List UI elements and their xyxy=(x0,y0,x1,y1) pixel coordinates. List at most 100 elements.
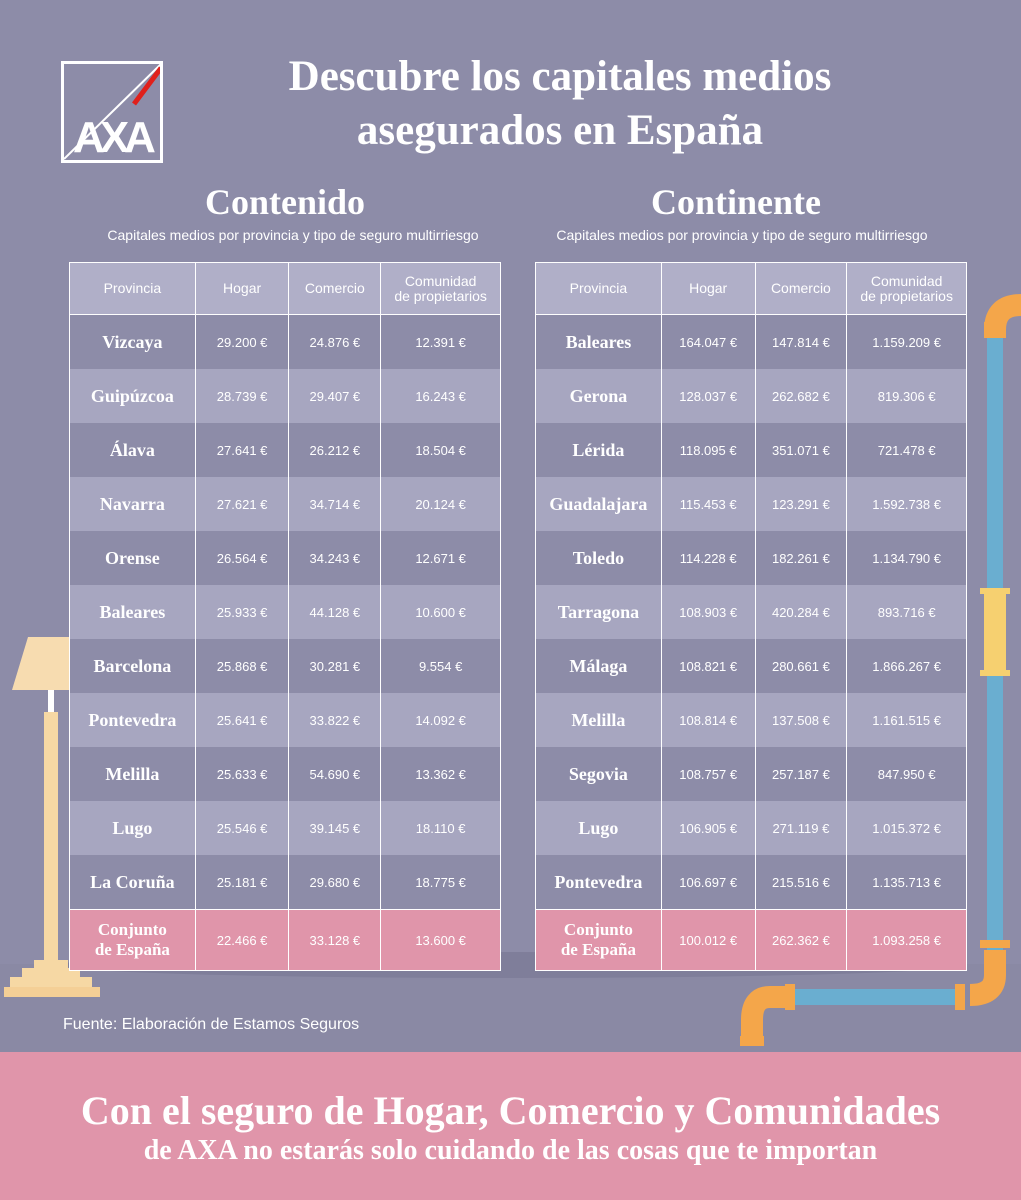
page-title-line1: Descubre los capitales medios xyxy=(288,53,832,100)
logo-slash-icon xyxy=(64,64,160,160)
cell-comercio: 215.516 € xyxy=(754,855,848,910)
cell-hogar: 108.821 € xyxy=(660,639,756,693)
cell-comunidad: 1.135.713 € xyxy=(846,855,967,910)
cell-province: Baleares xyxy=(535,314,662,369)
cell-province: Málaga xyxy=(535,639,662,693)
cell-province: Lugo xyxy=(535,801,662,855)
cell-province: Barcelona xyxy=(69,639,196,693)
header-row: Provincia Hogar Comercio Comunidad de pro… xyxy=(535,262,967,315)
column-header-comunidad: Comunidad de propietarios xyxy=(380,262,501,315)
total-label-line2: de España xyxy=(560,940,636,959)
page-title: Descubre los capitales medios asegurados… xyxy=(200,50,920,158)
footer-banner: Con el seguro de Hogar, Comercio y Comun… xyxy=(0,1052,1021,1200)
cell-hogar: 22.466 € xyxy=(194,909,290,971)
table-row: Orense 26.564 €34.243 €12.671 € xyxy=(69,531,501,585)
cell-province: Conjunto de España xyxy=(535,909,662,971)
cell-province: Álava xyxy=(69,423,196,477)
cell-comunidad: 12.391 € xyxy=(380,314,501,369)
table-row: Álava 27.641 €26.212 €18.504 € xyxy=(69,423,501,477)
cell-province: Toledo xyxy=(535,531,662,585)
column-header-hogar: Hogar xyxy=(194,262,290,315)
cell-hogar: 29.200 € xyxy=(194,314,290,369)
continente-table: Provincia Hogar Comercio Comunidad de pro… xyxy=(535,262,967,971)
cell-comercio: 30.281 € xyxy=(288,639,382,693)
table-row: La Coruña 25.181 €29.680 €18.775 € xyxy=(69,855,501,910)
cell-hogar: 26.564 € xyxy=(194,531,290,585)
cell-province: Navarra xyxy=(69,477,196,531)
cell-comercio: 44.128 € xyxy=(288,585,382,639)
table-row: Navarra 27.621 €34.714 €20.124 € xyxy=(69,477,501,531)
cell-comercio: 29.680 € xyxy=(288,855,382,910)
pipe-icon xyxy=(740,294,1021,1046)
cell-province: Lugo xyxy=(69,801,196,855)
column-header-hogar: Hogar xyxy=(660,262,756,315)
column-header-province: Provincia xyxy=(535,262,662,315)
total-row: Conjunto de España 100.012 €262.362 €1.093… xyxy=(535,909,967,971)
cell-comercio: 54.690 € xyxy=(288,747,382,801)
cell-comunidad: 13.600 € xyxy=(380,909,501,971)
contenido-table: Provincia Hogar Comercio Comunidad de pro… xyxy=(69,262,501,971)
cell-comercio: 280.661 € xyxy=(754,639,848,693)
cell-hogar: 114.228 € xyxy=(660,531,756,585)
cell-comunidad: 10.600 € xyxy=(380,585,501,639)
cell-province: Pontevedra xyxy=(535,855,662,910)
cell-province: Gerona xyxy=(535,369,662,423)
floor-band xyxy=(0,964,1021,1054)
cell-hogar: 27.641 € xyxy=(194,423,290,477)
table-row: Guipúzcoa 28.739 €29.407 €16.243 € xyxy=(69,369,501,423)
cell-comercio: 34.243 € xyxy=(288,531,382,585)
cell-hogar: 108.903 € xyxy=(660,585,756,639)
cell-comunidad: 14.092 € xyxy=(380,693,501,747)
cell-hogar: 100.012 € xyxy=(660,909,756,971)
cell-comunidad: 1.015.372 € xyxy=(846,801,967,855)
cell-province: Tarragona xyxy=(535,585,662,639)
cell-hogar: 25.641 € xyxy=(194,693,290,747)
table-row: Pontevedra 106.697 €215.516 €1.135.713 € xyxy=(535,855,967,910)
cell-comunidad: 20.124 € xyxy=(380,477,501,531)
cell-comercio: 33.128 € xyxy=(288,909,382,971)
table-row: Guadalajara 115.453 €123.291 €1.592.738 € xyxy=(535,477,967,531)
cell-province: Melilla xyxy=(535,693,662,747)
cell-comercio: 147.814 € xyxy=(754,314,848,369)
cell-province: Segovia xyxy=(535,747,662,801)
header-row: Provincia Hogar Comercio Comunidad de pro… xyxy=(69,262,501,315)
table-row: Melilla 108.814 €137.508 €1.161.515 € xyxy=(535,693,967,747)
cell-comunidad: 847.950 € xyxy=(846,747,967,801)
column-header-comunidad: Comunidad de propietarios xyxy=(846,262,967,315)
table-row: Toledo 114.228 €182.261 €1.134.790 € xyxy=(535,531,967,585)
table-row: Tarragona 108.903 €420.284 €893.716 € xyxy=(535,585,967,639)
cell-hogar: 164.047 € xyxy=(660,314,756,369)
axa-logo: AXA xyxy=(61,61,163,163)
table-row: Vizcaya 29.200 €24.876 €12.391 € xyxy=(69,314,501,369)
total-label-line2: de España xyxy=(94,940,170,959)
source-note: Fuente: Elaboración de Estamos Seguros xyxy=(63,1016,360,1033)
cell-comercio: 182.261 € xyxy=(754,531,848,585)
cell-hogar: 106.905 € xyxy=(660,801,756,855)
cell-comercio: 262.682 € xyxy=(754,369,848,423)
table-row: Segovia 108.757 €257.187 €847.950 € xyxy=(535,747,967,801)
table-row: Málaga 108.821 €280.661 €1.866.267 € xyxy=(535,639,967,693)
cell-comunidad: 1.159.209 € xyxy=(846,314,967,369)
contenido-subtitle: Capitales medios por provincia y tipo de… xyxy=(107,227,479,243)
cell-comunidad: 9.554 € xyxy=(380,639,501,693)
column-header-comercio: Comercio xyxy=(288,262,382,315)
table-row: Gerona 128.037 €262.682 €819.306 € xyxy=(535,369,967,423)
column-header-province: Provincia xyxy=(69,262,196,315)
cell-comunidad: 1.866.267 € xyxy=(846,639,967,693)
cell-province: Conjunto de España xyxy=(69,909,196,971)
cell-comercio: 123.291 € xyxy=(754,477,848,531)
cell-hogar: 25.181 € xyxy=(194,855,290,910)
column-header-comunidad-line1: Comunidad xyxy=(870,272,943,289)
cell-hogar: 25.868 € xyxy=(194,639,290,693)
footer-line2: de AXA no estarás solo cuidando de las c… xyxy=(143,1135,878,1166)
cell-comunidad: 819.306 € xyxy=(846,369,967,423)
table-row: Barcelona 25.868 €30.281 €9.554 € xyxy=(69,639,501,693)
page-title-line2: asegurados en España xyxy=(356,107,764,154)
continente-body: Baleares 164.047 €147.814 €1.159.209 € Ger… xyxy=(535,314,967,971)
column-header-comercio: Comercio xyxy=(754,262,848,315)
cell-province: Baleares xyxy=(69,585,196,639)
column-header-comunidad-line2: de propietarios xyxy=(860,287,953,304)
cell-comercio: 26.212 € xyxy=(288,423,382,477)
logo-text: AXA xyxy=(73,113,156,162)
